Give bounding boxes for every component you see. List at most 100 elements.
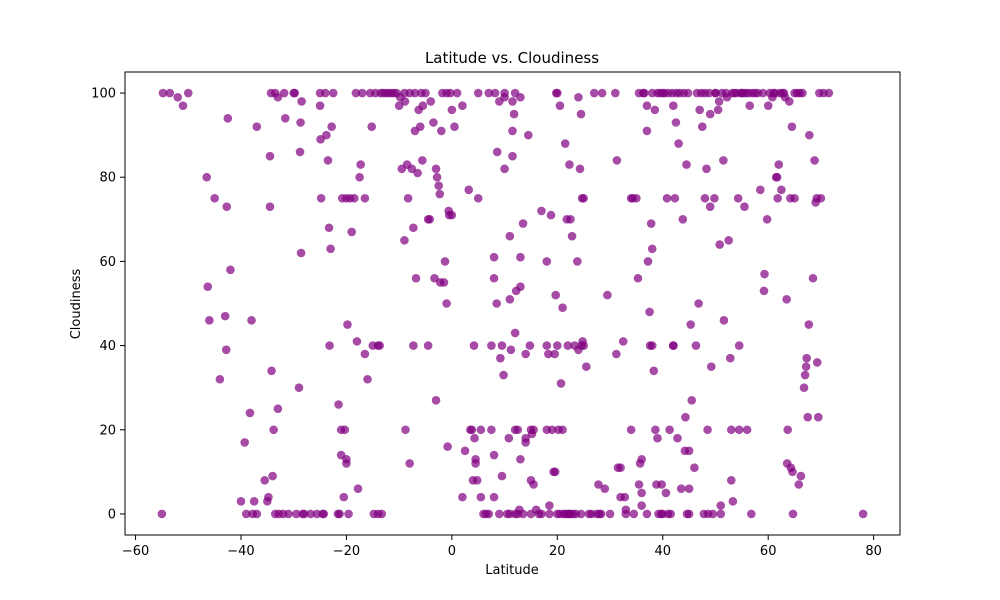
- data-point: [687, 396, 697, 405]
- data-point: [325, 341, 334, 350]
- data-point: [490, 88, 500, 98]
- data-point: [421, 88, 430, 98]
- data-point: [265, 151, 275, 161]
- y-tick-label: 40: [99, 339, 116, 354]
- data-point: [418, 101, 428, 110]
- data-point: [813, 412, 823, 422]
- data-point: [710, 193, 719, 203]
- data-point: [222, 202, 232, 211]
- data-point: [292, 509, 301, 519]
- data-point: [315, 101, 325, 110]
- data-point: [472, 475, 482, 485]
- data-point: [236, 497, 246, 506]
- data-point: [489, 492, 499, 502]
- data-point: [509, 109, 519, 119]
- data-point: [443, 442, 452, 451]
- data-point: [202, 172, 212, 182]
- data-point: [508, 151, 517, 161]
- data-point: [437, 126, 446, 136]
- data-point: [458, 101, 467, 110]
- data-point: [458, 492, 467, 502]
- data-point: [551, 290, 561, 300]
- data-point: [434, 181, 443, 190]
- data-point: [684, 509, 694, 519]
- x-tick-label: 20: [549, 544, 566, 559]
- data-point: [504, 433, 514, 443]
- data-point: [556, 379, 566, 388]
- data-point: [719, 156, 728, 165]
- data-point: [450, 122, 459, 132]
- data-point: [508, 126, 517, 136]
- data-point: [774, 160, 784, 169]
- data-point: [516, 282, 525, 291]
- data-point: [273, 92, 283, 102]
- data-point: [183, 88, 193, 98]
- data-point: [810, 156, 819, 165]
- data-point: [353, 484, 363, 494]
- data-point: [360, 193, 370, 203]
- x-tick-label: −20: [333, 544, 360, 559]
- data-point: [343, 320, 352, 329]
- y-tick-label: 0: [108, 507, 116, 522]
- data-point: [726, 425, 736, 435]
- data-point: [616, 463, 625, 472]
- data-point: [669, 341, 678, 350]
- data-point: [178, 101, 188, 110]
- data-point: [637, 501, 646, 510]
- data-point: [524, 130, 533, 140]
- data-point: [724, 236, 733, 245]
- data-point: [476, 492, 486, 502]
- data-point: [550, 349, 559, 359]
- data-point: [467, 425, 477, 435]
- data-point: [223, 114, 233, 123]
- data-point: [321, 88, 330, 98]
- data-point: [352, 337, 362, 346]
- data-point: [496, 353, 505, 363]
- data-point: [647, 244, 657, 254]
- data-point: [165, 88, 175, 98]
- data-point: [816, 193, 826, 203]
- points-layer: [157, 88, 868, 519]
- data-point: [355, 172, 364, 182]
- data-point: [226, 265, 235, 275]
- y-tick-label: 80: [99, 171, 116, 186]
- data-point: [643, 257, 653, 266]
- data-point: [691, 341, 701, 350]
- data-point: [510, 328, 520, 338]
- data-point: [280, 114, 290, 123]
- data-point: [537, 206, 546, 216]
- data-point: [566, 215, 575, 224]
- data-point: [484, 88, 494, 98]
- data-point: [560, 139, 570, 148]
- data-point: [637, 454, 646, 464]
- data-point: [759, 286, 769, 296]
- data-point: [640, 88, 649, 98]
- data-point: [725, 353, 735, 363]
- data-point: [772, 172, 782, 182]
- data-point: [633, 273, 643, 283]
- data-point: [158, 88, 168, 98]
- data-point: [596, 509, 606, 519]
- x-tick-label: 80: [865, 544, 882, 559]
- data-point: [626, 425, 636, 435]
- data-point: [306, 509, 315, 519]
- data-point: [558, 303, 567, 313]
- data-point: [413, 168, 422, 178]
- data-point: [567, 231, 577, 241]
- data-point: [460, 446, 470, 456]
- data-point: [550, 467, 560, 477]
- y-tick-label: 100: [91, 87, 116, 102]
- y-tick-label: 20: [99, 423, 116, 438]
- data-point: [425, 215, 435, 224]
- data-point: [377, 509, 387, 519]
- data-point: [279, 88, 289, 98]
- data-point: [632, 193, 641, 203]
- data-point: [284, 509, 293, 519]
- data-point: [409, 223, 418, 233]
- data-point: [518, 509, 528, 519]
- data-point: [755, 185, 765, 195]
- data-point: [506, 345, 516, 355]
- x-axis-ticks: −60 −40 −20 0 20 40 60 80: [122, 535, 882, 559]
- data-point: [508, 97, 517, 106]
- data-point: [492, 147, 502, 157]
